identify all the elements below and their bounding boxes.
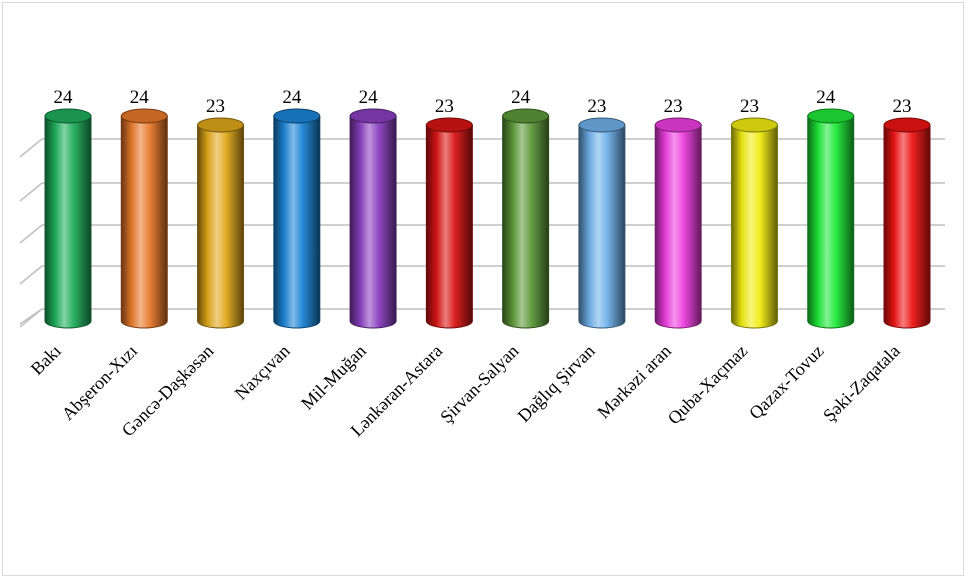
bar-cap <box>273 108 321 124</box>
bars <box>44 108 931 329</box>
category-label: Mərkəzi aran <box>593 341 675 423</box>
category-label: Dağlıq Şirvan <box>514 341 599 426</box>
bar-cap <box>807 108 855 124</box>
bar-cap <box>654 117 702 133</box>
value-label: 23 <box>587 96 606 117</box>
bar-body <box>730 124 778 329</box>
bar <box>502 108 550 329</box>
bar <box>425 117 473 329</box>
bar-body <box>425 124 473 329</box>
bar <box>883 117 931 329</box>
value-label: 23 <box>893 96 912 117</box>
bar <box>349 108 397 329</box>
value-label: 23 <box>435 96 454 117</box>
value-label: 24 <box>816 87 836 108</box>
bar <box>197 117 245 329</box>
category-label: Quba-Xaçmaz <box>664 341 752 429</box>
bar-cap <box>349 108 397 124</box>
bar-cap <box>120 108 168 124</box>
value-labels: 24 24 23 24 24 23 24 23 23 23 24 23 <box>54 87 912 117</box>
value-label: 23 <box>740 96 759 117</box>
bar-cap <box>883 117 931 133</box>
category-label: Şəki-Zaqatala <box>819 341 904 426</box>
bar <box>654 117 702 329</box>
category-label: Şirvan-Salyan <box>436 341 522 427</box>
bar-body <box>273 115 321 329</box>
bar-cap <box>502 108 550 124</box>
category-label: Mil-Muğan <box>297 341 370 414</box>
value-label: 24 <box>359 87 379 108</box>
bar-body <box>578 124 626 329</box>
bar <box>273 108 321 329</box>
bar-body <box>44 115 92 329</box>
gridline-side <box>19 182 43 202</box>
bar-body <box>807 115 855 329</box>
bar <box>730 117 778 329</box>
gridline-side <box>19 265 43 285</box>
value-label: 23 <box>206 96 225 117</box>
category-label: Bakı <box>27 341 65 379</box>
gridline-side <box>19 224 43 244</box>
value-label: 24 <box>54 87 74 108</box>
bar-body <box>120 115 168 329</box>
bar-body <box>883 124 931 329</box>
gridline-side <box>19 138 43 158</box>
bar <box>578 117 626 329</box>
bar <box>44 108 92 329</box>
value-label: 24 <box>511 87 531 108</box>
bar-body <box>654 124 702 329</box>
category-label: Abşeron-Xızı <box>58 341 141 424</box>
floor-edge <box>19 308 43 325</box>
gridlines <box>19 138 945 328</box>
bar-cap <box>730 117 778 133</box>
bar <box>807 108 855 329</box>
value-label: 24 <box>130 87 150 108</box>
category-label: Naxçıvan <box>231 341 294 404</box>
bar-cap <box>197 117 245 133</box>
bar-body <box>349 115 397 329</box>
value-label: 24 <box>282 87 302 108</box>
category-label: Qazax-Tovuz <box>745 341 828 424</box>
bar-cap <box>44 108 92 124</box>
value-label: 23 <box>664 96 683 117</box>
bar-body <box>197 124 245 329</box>
bar-cap <box>425 117 473 133</box>
bar-body <box>502 115 550 329</box>
bar <box>120 108 168 329</box>
bar-cap <box>578 117 626 133</box>
